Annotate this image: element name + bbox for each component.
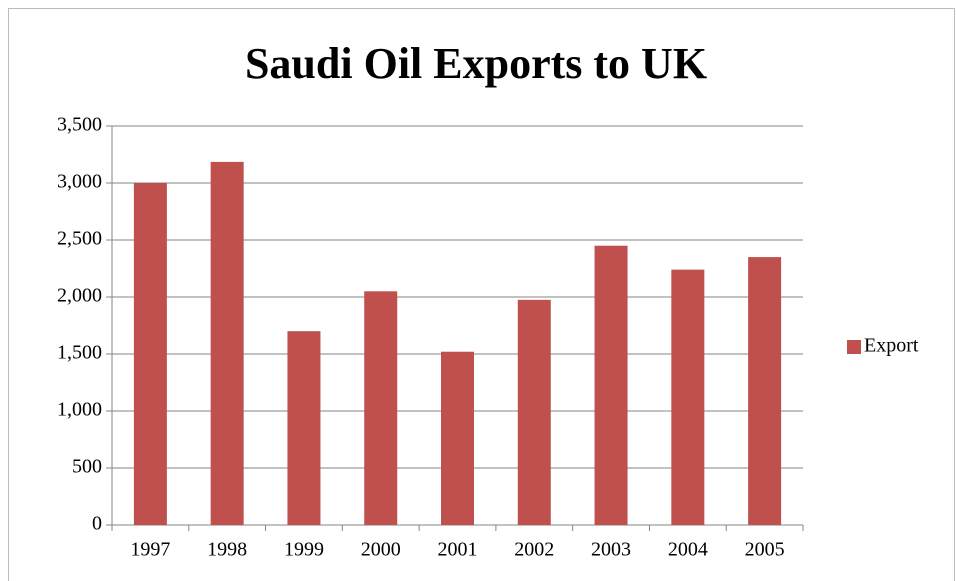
x-tick-label: 2004 xyxy=(668,539,708,561)
legend-label: Export xyxy=(864,335,919,357)
bar xyxy=(594,245,628,525)
x-tick-label: 1998 xyxy=(207,539,247,561)
bar xyxy=(133,183,167,525)
x-tick-label: 2000 xyxy=(361,539,401,561)
y-tick-label: 2,000 xyxy=(57,285,102,307)
bar xyxy=(210,161,244,525)
y-tick-label: 3,000 xyxy=(57,171,102,193)
legend-swatch xyxy=(847,340,861,354)
x-tick-label: 2001 xyxy=(438,539,478,561)
y-tick-label: 0 xyxy=(92,513,102,535)
bar xyxy=(748,257,782,525)
bar xyxy=(671,269,705,525)
y-tick-label: 2,500 xyxy=(57,228,102,250)
x-tick-label: 2005 xyxy=(745,539,785,561)
x-tick-label: 1999 xyxy=(284,539,324,561)
bar xyxy=(517,299,551,525)
y-tick-label: 3,500 xyxy=(57,114,102,136)
x-tick-label: 1997 xyxy=(130,539,170,561)
y-tick-label: 1,500 xyxy=(57,342,102,364)
bar xyxy=(441,351,474,525)
x-tick-label: 2002 xyxy=(514,539,554,561)
y-tick-label: 1,000 xyxy=(57,399,102,421)
bar xyxy=(364,291,398,525)
chart-title: Saudi Oil Exports to UK xyxy=(245,39,707,88)
x-tick-label: 2003 xyxy=(591,539,631,561)
y-tick-label: 500 xyxy=(72,456,102,478)
bar xyxy=(287,331,321,525)
